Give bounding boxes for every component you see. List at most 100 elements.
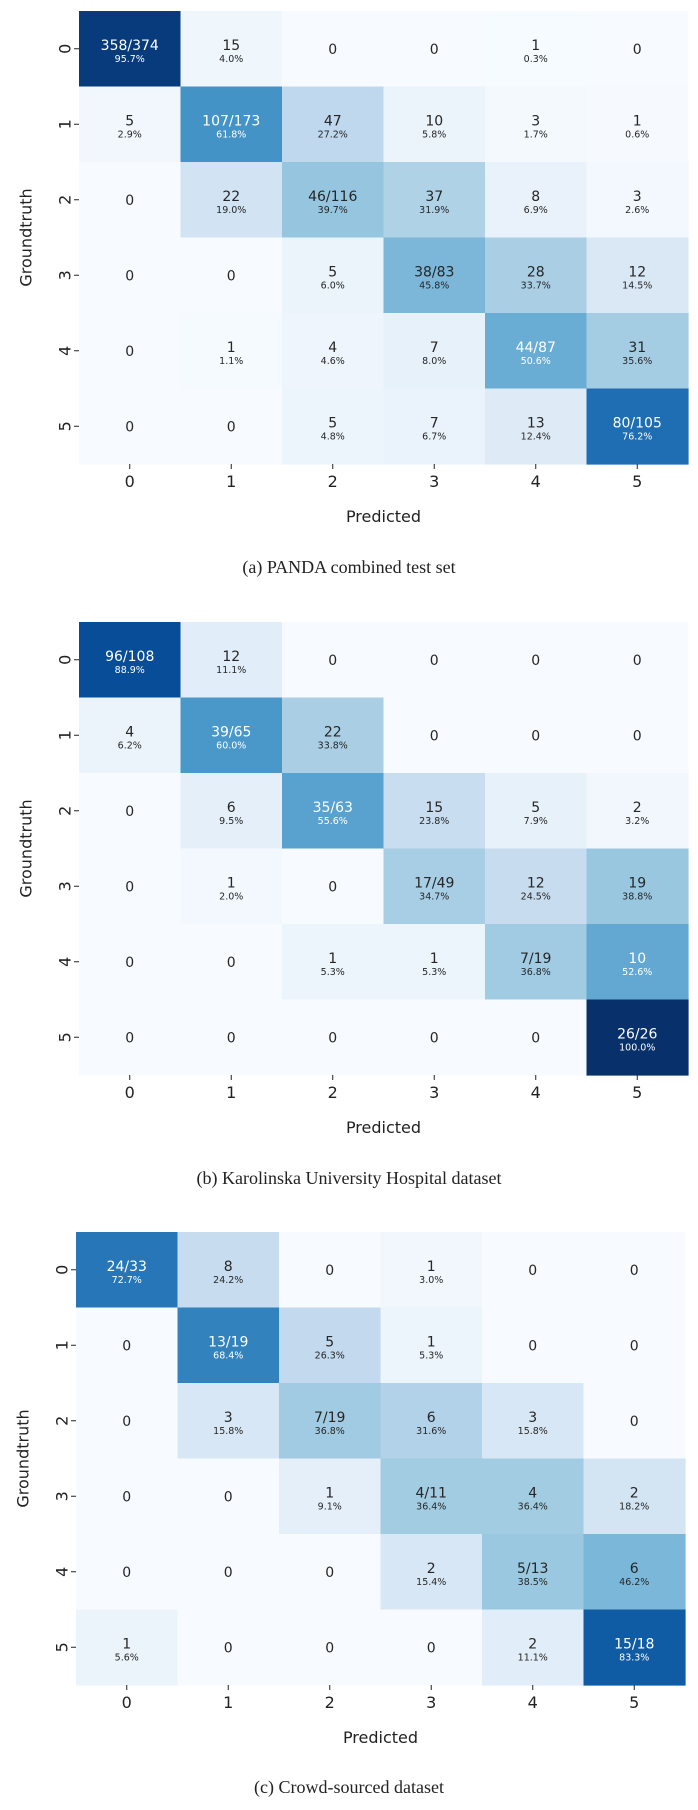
heatmap-cell: 0 bbox=[482, 1307, 585, 1384]
heatmap-cell: 15.3% bbox=[282, 924, 385, 1001]
heatmap-cell-fill bbox=[79, 388, 182, 465]
cell-count-label: 12 bbox=[527, 875, 545, 891]
y-tick-label: 2 bbox=[53, 1416, 72, 1426]
heatmap-cell-fill bbox=[279, 1232, 382, 1309]
cell-percent-label: 18.2% bbox=[619, 1501, 649, 1512]
y-tick-label: 0 bbox=[53, 1265, 72, 1275]
cell-count-label: 0 bbox=[325, 1565, 334, 1581]
x-tick-label: 5 bbox=[629, 1693, 639, 1712]
heatmap-cell-fill bbox=[76, 1534, 179, 1611]
heatmap-cell-fill bbox=[282, 924, 385, 1001]
heatmap-cell: 0 bbox=[180, 999, 283, 1076]
cell-count-label: 0 bbox=[227, 268, 236, 284]
heatmap-cell: 10.6% bbox=[586, 86, 689, 163]
heatmap-cell-fill bbox=[79, 11, 182, 88]
heatmap-cell: 0 bbox=[79, 999, 182, 1076]
cell-count-label: 2 bbox=[633, 800, 642, 816]
cell-count-label: 0 bbox=[125, 419, 134, 435]
heatmap-cell-fill bbox=[485, 773, 588, 850]
heatmap-cell-fill bbox=[586, 924, 689, 1001]
heatmap-cell: 0 bbox=[79, 237, 182, 314]
heatmap-cell-fill bbox=[380, 1307, 483, 1384]
cell-count-label: 0 bbox=[122, 1565, 131, 1581]
y-tick-label: 0 bbox=[56, 655, 75, 665]
heatmap-cell: 15.3% bbox=[380, 1307, 483, 1384]
cell-percent-label: 38.8% bbox=[622, 891, 652, 902]
y-tick-label: 4 bbox=[56, 346, 75, 356]
heatmap-cell-fill bbox=[180, 11, 283, 88]
heatmap-cell-fill bbox=[177, 1307, 280, 1384]
cell-count-label: 4/11 bbox=[416, 1485, 447, 1501]
heatmap-cell: 0 bbox=[485, 999, 588, 1076]
heatmap-cell-fill bbox=[76, 1609, 179, 1686]
heatmap-cell: 76.7% bbox=[383, 388, 486, 465]
heatmap-cell: 0 bbox=[177, 1609, 280, 1686]
y-tick-label: 1 bbox=[53, 1340, 72, 1350]
cell-count-label: 1 bbox=[325, 1485, 334, 1501]
heatmap-cell-fill bbox=[180, 697, 283, 774]
cell-count-label: 2 bbox=[630, 1485, 639, 1501]
heatmap-cell-fill bbox=[586, 622, 689, 699]
heatmap-cell: 12.0% bbox=[180, 848, 283, 925]
cell-count-label: 12 bbox=[628, 264, 646, 280]
heatmap-cell-fill bbox=[79, 697, 182, 774]
heatmap-cell-fill bbox=[583, 1307, 686, 1384]
heatmap-cell-fill bbox=[586, 162, 689, 239]
x-axis-label: Predicted bbox=[346, 507, 421, 526]
heatmap-cell-fill bbox=[482, 1534, 585, 1611]
heatmap-cell: 0 bbox=[485, 697, 588, 774]
cell-count-label: 2 bbox=[528, 1636, 537, 1652]
heatmap-cell: 0 bbox=[586, 11, 689, 88]
cell-count-label: 0 bbox=[630, 1338, 639, 1354]
cell-count-label: 1 bbox=[633, 113, 642, 129]
heatmap-cell-fill bbox=[282, 237, 385, 314]
heatmap-cell: 0 bbox=[76, 1383, 179, 1460]
heatmap-cell: 0 bbox=[282, 999, 385, 1076]
cell-count-label: 0 bbox=[227, 419, 236, 435]
cell-percent-label: 95.7% bbox=[115, 54, 145, 65]
cell-count-label: 1 bbox=[122, 1636, 131, 1652]
cell-count-label: 5 bbox=[328, 415, 337, 431]
heatmap-cell: 19.1% bbox=[279, 1458, 382, 1535]
heatmap-cell-fill bbox=[485, 162, 588, 239]
cell-percent-label: 38.5% bbox=[518, 1577, 548, 1588]
heatmap-cell-fill bbox=[383, 86, 486, 163]
cell-count-label: 0 bbox=[224, 1565, 233, 1581]
heatmap-cell-fill bbox=[279, 1307, 382, 1384]
cell-percent-label: 2.9% bbox=[118, 129, 142, 140]
heatmap-cell-fill bbox=[383, 924, 486, 1001]
heatmap-cell-fill bbox=[180, 999, 283, 1076]
heatmap-cell: 0 bbox=[583, 1307, 686, 1384]
heatmap-cell: 0 bbox=[282, 622, 385, 699]
heatmap-cell-fill bbox=[180, 162, 283, 239]
x-tick-label: 3 bbox=[426, 1693, 436, 1712]
cell-count-label: 31 bbox=[628, 340, 646, 356]
cell-count-label: 0 bbox=[125, 344, 134, 360]
heatmap-cell-fill bbox=[583, 1383, 686, 1460]
heatmap-cell: 0 bbox=[380, 1609, 483, 1686]
cell-percent-label: 34.7% bbox=[419, 891, 449, 902]
heatmap-cell: 0 bbox=[76, 1307, 179, 1384]
cell-count-label: 0 bbox=[430, 42, 439, 58]
cell-count-label: 1 bbox=[227, 340, 236, 356]
cell-count-label: 19 bbox=[628, 875, 646, 891]
cell-count-label: 1 bbox=[328, 951, 337, 967]
x-tick-label: 1 bbox=[223, 1693, 233, 1712]
heatmap-cell-fill bbox=[380, 1383, 483, 1460]
cell-percent-label: 60.0% bbox=[216, 740, 246, 751]
heatmap-cell-fill bbox=[383, 237, 486, 314]
x-tick-label: 2 bbox=[325, 1693, 335, 1712]
cell-count-label: 0 bbox=[122, 1489, 131, 1505]
cell-count-label: 44/87 bbox=[516, 340, 556, 356]
cell-count-label: 0 bbox=[528, 1263, 537, 1279]
y-tick-label: 1 bbox=[56, 119, 75, 129]
cell-count-label: 0 bbox=[328, 42, 337, 58]
cell-percent-label: 7.9% bbox=[524, 816, 548, 827]
